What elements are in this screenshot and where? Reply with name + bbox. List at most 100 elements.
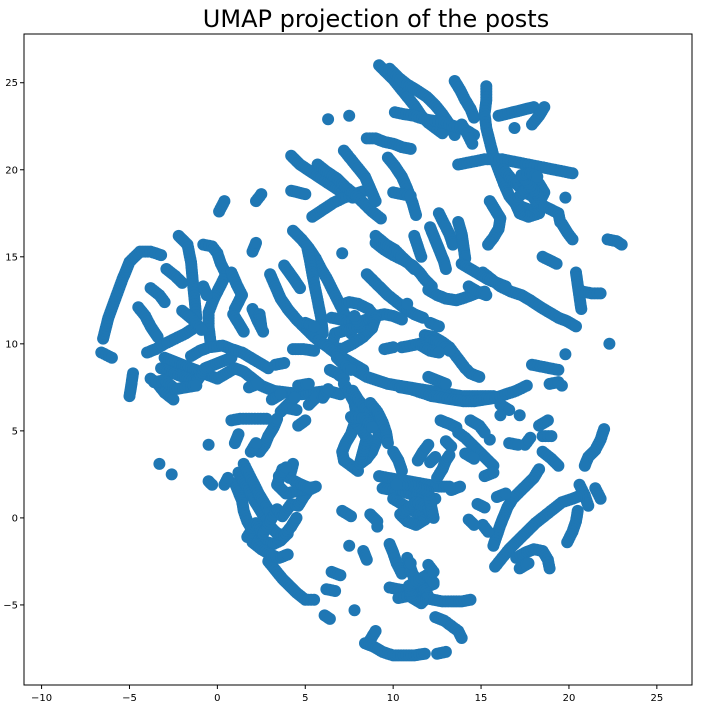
- cluster-86: [533, 414, 554, 432]
- scatter-point: [390, 478, 403, 491]
- cluster-49: [555, 217, 579, 246]
- scatter-point: [299, 188, 312, 201]
- scatter-point: [255, 320, 268, 333]
- scatter-point: [552, 459, 565, 472]
- cluster-54: [601, 233, 628, 251]
- cluster-109: [476, 518, 495, 538]
- scatter-point: [221, 471, 234, 484]
- cluster-113: [387, 445, 408, 477]
- scatter-point: [570, 320, 582, 333]
- scatter-point: [432, 346, 445, 359]
- scatter-point: [427, 576, 440, 589]
- scatter-point: [487, 539, 500, 552]
- cluster-41: [492, 101, 540, 122]
- cluster-101: [561, 504, 584, 549]
- scatter-point: [446, 238, 459, 251]
- scatter-point: [545, 430, 558, 443]
- cluster-95: [464, 414, 491, 439]
- scatter-point: [288, 391, 301, 404]
- cluster-122: [343, 539, 356, 552]
- cluster-43: [508, 122, 521, 134]
- cluster-13: [148, 374, 203, 396]
- scatter-point: [371, 520, 384, 533]
- cluster-89: [559, 348, 572, 361]
- scatter-point: [482, 525, 495, 538]
- cluster-97: [459, 447, 480, 465]
- x-tick-label: 20: [563, 693, 576, 704]
- cluster-163: [165, 468, 178, 481]
- cluster-15: [225, 266, 248, 315]
- cluster-4: [141, 320, 203, 359]
- scatter-point: [575, 303, 588, 315]
- scatter-point: [408, 263, 421, 275]
- cluster-74: [378, 341, 400, 356]
- cluster-164: [202, 475, 219, 491]
- cluster-25: [250, 188, 268, 208]
- scatter-point: [555, 379, 568, 392]
- scatter-point: [302, 377, 315, 390]
- cluster-157: [364, 397, 394, 450]
- cluster-160: [218, 471, 234, 491]
- cluster-146: [244, 437, 262, 458]
- y-axis: −5 0 5 10 15 20 25: [3, 78, 24, 611]
- scatter-point: [439, 377, 452, 390]
- scatter-point: [552, 363, 565, 376]
- x-tick-label: 0: [214, 693, 220, 704]
- cluster-131: [348, 604, 361, 617]
- cluster-55: [603, 337, 616, 350]
- scatter-point: [279, 461, 292, 474]
- scatter-point: [512, 438, 524, 451]
- cluster-31: [381, 151, 422, 221]
- cluster-57: [369, 229, 421, 275]
- cluster-94: [452, 426, 500, 472]
- cluster-143: [246, 536, 294, 564]
- cluster-16: [213, 195, 231, 218]
- cluster-75: [424, 316, 445, 333]
- scatter-point: [260, 412, 273, 425]
- scatter-point: [603, 337, 616, 350]
- cluster-123: [357, 545, 373, 566]
- cluster-7: [160, 263, 189, 289]
- cluster-90: [536, 445, 565, 472]
- y-tick-label: −5: [3, 600, 18, 611]
- cluster-23: [301, 240, 329, 340]
- scatter-point: [443, 449, 456, 462]
- x-axis: −10 −5 0 5 10 15 20 25: [31, 685, 663, 704]
- scatter-point: [566, 233, 579, 246]
- scatter-point: [422, 438, 435, 451]
- cluster-124: [383, 538, 408, 580]
- scatter-point: [499, 280, 512, 293]
- scatter-point: [439, 645, 452, 658]
- scatter-point: [190, 379, 203, 392]
- cluster-136: [325, 565, 347, 582]
- scatter-point: [105, 351, 118, 364]
- scatter-point: [202, 438, 215, 451]
- y-tick-label: 0: [12, 513, 18, 524]
- cluster-103: [489, 489, 588, 573]
- cluster-129: [422, 558, 440, 578]
- scatter-point: [524, 431, 537, 444]
- scatter-point: [508, 122, 521, 134]
- cluster-116: [387, 478, 440, 531]
- cluster-173: [415, 339, 445, 359]
- cluster-42: [526, 101, 551, 131]
- scatter-point: [468, 111, 480, 124]
- y-tick-label: 5: [12, 426, 18, 437]
- x-tick-label: −5: [122, 693, 137, 704]
- scatter-point: [153, 457, 166, 470]
- cluster-137: [320, 583, 342, 597]
- cluster-0: [97, 245, 168, 345]
- chart-title: UMAP projection of the posts: [203, 5, 549, 33]
- cluster-2: [123, 367, 139, 403]
- cluster-82: [513, 409, 526, 422]
- scatter-point: [427, 565, 440, 578]
- scatter-point: [200, 289, 213, 302]
- scatter-point: [308, 593, 321, 606]
- scatter-point: [436, 127, 449, 140]
- scatter-point: [308, 344, 321, 357]
- cluster-149: [225, 412, 273, 427]
- cluster-6: [144, 282, 171, 309]
- scatter-point: [387, 341, 400, 354]
- cluster-24: [285, 184, 312, 201]
- cluster-169: [253, 308, 268, 333]
